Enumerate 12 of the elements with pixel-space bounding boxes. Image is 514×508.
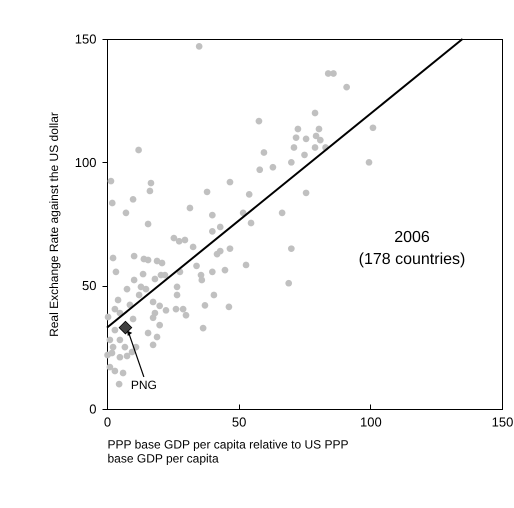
- x-tick-label: 50: [232, 414, 246, 430]
- y-axis-title: Real Exchange Rate against the US dollar: [46, 112, 61, 337]
- x-axis-title: PPP base GDP per capita relative to US PPP base GDP per capita: [108, 438, 349, 466]
- y-tick-label: 100: [74, 154, 96, 170]
- y-tick-label: 0: [89, 402, 96, 416]
- y-tick-label: 50: [82, 278, 96, 294]
- x-tick-label: 150: [492, 414, 514, 430]
- x-tick-label: 100: [360, 414, 382, 430]
- annotation: PNG: [130, 378, 157, 392]
- annotation: 2006 (178 countries): [358, 229, 466, 268]
- y-tick-label: 150: [74, 32, 96, 46]
- x-tick-label: 0: [104, 414, 112, 430]
